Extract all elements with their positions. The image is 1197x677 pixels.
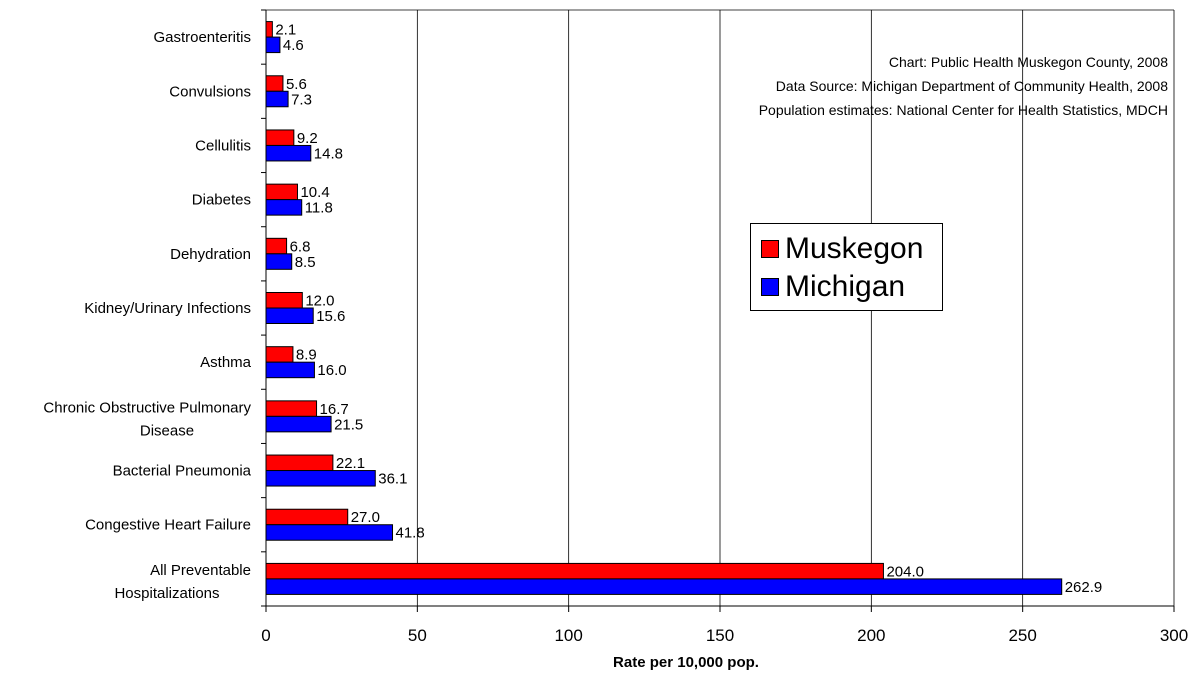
data-label-muskegon: 12.0: [305, 293, 334, 310]
data-label-muskegon: 2.1: [275, 22, 296, 39]
bar-michigan: [265, 90, 289, 108]
data-label-muskegon: 16.7: [320, 401, 349, 418]
bar-muskegon: [265, 183, 298, 201]
data-label-muskegon: 9.2: [297, 130, 318, 147]
bar-muskegon: [265, 508, 349, 526]
chart-legend: Muskegon Michigan: [750, 223, 943, 311]
bar-michigan: [265, 470, 376, 487]
category-label: Bacterial Pneumonia: [113, 463, 252, 480]
x-tick-label: 300: [1160, 626, 1188, 645]
category-label: Congestive Heart Failure: [85, 517, 251, 534]
data-label-michigan: 8.5: [295, 254, 316, 271]
category-label: Convulsions: [169, 83, 251, 100]
bar-michigan: [265, 144, 312, 162]
legend-item-michigan: Michigan: [761, 269, 905, 305]
bar-muskegon: [265, 237, 288, 255]
chart-credit-note: Chart: Public Health Muskegon County, 20…: [888, 54, 1168, 70]
bar-muskegon: [265, 346, 294, 363]
bar-michigan: [265, 36, 281, 54]
data-label-michigan: 36.1: [378, 471, 407, 488]
legend-swatch-michigan: [761, 278, 779, 296]
category-label: Kidney/Urinary Infections: [84, 300, 251, 317]
data-label-muskegon: 204.0: [886, 563, 924, 580]
legend-label-michigan: Michigan: [785, 270, 906, 303]
x-tick-label: 50: [408, 626, 427, 645]
bar-muskegon: [265, 454, 334, 472]
data-label-michigan: 14.8: [314, 145, 343, 162]
data-label-michigan: 16.0: [317, 362, 346, 379]
data-label-michigan: 41.8: [396, 525, 425, 542]
data-label-michigan: 4.6: [283, 37, 304, 54]
data-label-michigan: 15.6: [316, 308, 345, 325]
category-label: Chronic Obstructive Pulmonary Disease: [43, 399, 251, 439]
bar-michigan: [265, 307, 314, 324]
bar-muskegon: [265, 75, 284, 92]
category-label: All Preventable Hospitalizations: [114, 562, 251, 602]
data-label-michigan: 11.8: [305, 200, 333, 217]
bar-muskegon: [265, 562, 884, 580]
x-tick-label: 200: [857, 626, 885, 645]
category-label: Cellulitis: [195, 137, 251, 154]
bar-michigan: [265, 415, 332, 433]
legend-label-muskegon: Muskegon: [785, 232, 924, 265]
data-label-muskegon: 22.1: [336, 455, 365, 472]
data-label-muskegon: 8.9: [296, 347, 317, 364]
data-label-muskegon: 5.6: [286, 76, 307, 93]
x-axis-title: Rate per 10,000 pop.: [613, 654, 759, 671]
bar-michigan: [265, 253, 293, 270]
data-label-michigan: 262.9: [1065, 579, 1103, 596]
bar-muskegon: [265, 21, 273, 38]
bar-michigan: [265, 578, 1063, 595]
category-label: Gastroenteritis: [153, 29, 251, 46]
data-label-muskegon: 6.8: [290, 238, 311, 255]
category-label: Asthma: [200, 354, 252, 371]
population-source-note: Population estimates: National Center fo…: [758, 102, 1168, 118]
bar-muskegon: [265, 129, 295, 146]
data-label-michigan: 21.5: [334, 416, 363, 433]
x-tick-label: 0: [261, 626, 270, 645]
legend-swatch-muskegon: [761, 240, 779, 258]
bar-muskegon: [265, 292, 303, 309]
data-label-muskegon: 10.4: [300, 184, 329, 201]
data-label-muskegon: 27.0: [351, 509, 380, 526]
bar-michigan: [265, 524, 394, 541]
x-tick-label: 150: [706, 626, 734, 645]
category-label: Dehydration: [170, 246, 251, 263]
legend-item-muskegon: Muskegon: [761, 231, 923, 267]
bar-muskegon: [265, 400, 318, 417]
category-label: Diabetes: [192, 192, 251, 209]
bar-michigan: [265, 361, 315, 379]
x-tick-label: 250: [1008, 626, 1036, 645]
data-source-note: Data Source: Michigan Department of Comm…: [775, 78, 1168, 94]
data-label-michigan: 7.3: [291, 91, 312, 108]
x-tick-label: 100: [554, 626, 582, 645]
bar-michigan: [265, 199, 303, 216]
